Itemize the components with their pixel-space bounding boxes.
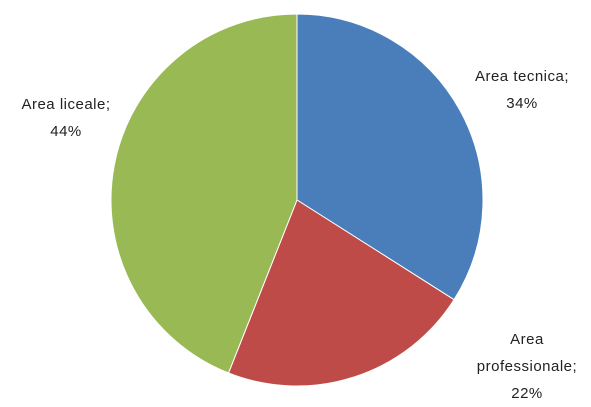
- category-label: Area professionale;: [476, 331, 578, 375]
- pie-slice: [296, 13, 484, 301]
- category-label: Area liceale;: [21, 96, 111, 113]
- value-label: 22%: [511, 385, 543, 402]
- data-label: Area professionale; 22%: [468, 326, 586, 407]
- value-label: 34%: [506, 95, 538, 112]
- data-label: Area liceale; 44%: [0, 91, 136, 145]
- pie-slice: [227, 199, 455, 387]
- category-label: Area tecnica;: [474, 68, 570, 85]
- data-label: Area tecnica; 34%: [452, 63, 591, 117]
- pie-slice: [110, 13, 298, 374]
- value-label: 44%: [50, 123, 82, 140]
